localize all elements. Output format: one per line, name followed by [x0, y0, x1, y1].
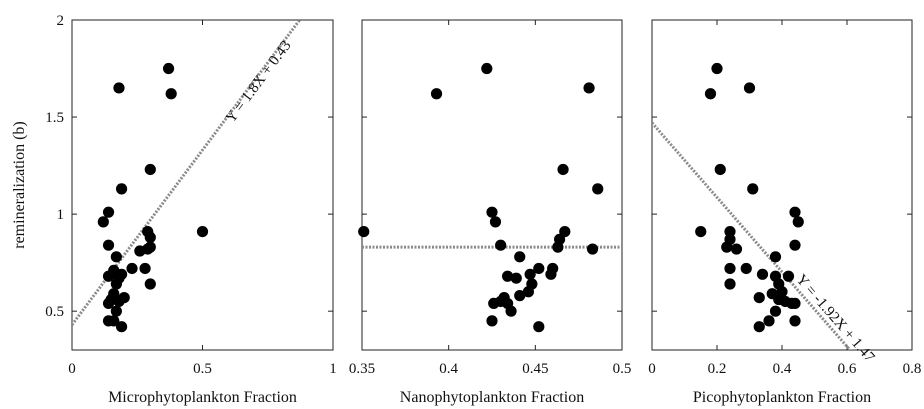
data-point: [695, 225, 707, 238]
x-tick-label: 0.5: [193, 361, 212, 377]
x-axis-label: Microphytoplankton Fraction: [108, 389, 297, 406]
data-point: [545, 268, 557, 280]
data-point: [753, 291, 765, 304]
y-tick-label: 1: [57, 207, 65, 223]
data-point: [505, 305, 517, 317]
data-point: [102, 206, 115, 218]
x-tick-label: 0.6: [838, 361, 857, 377]
data-point: [486, 206, 498, 218]
data-point: [533, 321, 545, 333]
data-point: [144, 231, 156, 244]
data-point: [430, 88, 443, 100]
data-point: [196, 225, 209, 238]
data-point: [522, 286, 535, 298]
x-tick-label: 0.35: [349, 361, 375, 377]
data-point: [102, 297, 115, 310]
y-tick-label: 0.5: [45, 304, 64, 320]
x-tick-label: 0.2: [708, 361, 727, 377]
data-point: [489, 216, 502, 228]
data-point: [704, 88, 717, 100]
data-point: [753, 321, 765, 333]
data-point: [144, 163, 156, 176]
plot-frame: [361, 19, 623, 351]
data-point: [126, 262, 138, 275]
data-point: [769, 305, 782, 317]
data-point: [110, 251, 122, 263]
y-tick-label: 2: [57, 13, 65, 29]
scatter-panel-1: 0 0.5 1 0.5 1 1.5 2 Microphytoplankton Fraction…: [11, 13, 337, 406]
fit-line: [652, 121, 853, 350]
data-point: [789, 206, 801, 218]
data-point: [97, 216, 109, 228]
data-point: [486, 315, 498, 327]
data-point: [102, 315, 115, 327]
data-point: [533, 262, 545, 275]
data-point: [789, 297, 801, 310]
data-point: [144, 278, 156, 290]
x-tick-label: 0.8: [903, 361, 922, 377]
data-point: [724, 225, 736, 238]
data-point: [514, 290, 526, 302]
data-point: [747, 183, 759, 195]
x-tick-label: 0.45: [522, 361, 548, 377]
data-point: [782, 270, 795, 282]
data-point: [714, 163, 726, 176]
data-point: [724, 262, 736, 275]
data-point: [495, 239, 507, 251]
data-point: [115, 321, 128, 333]
data-point: [358, 225, 370, 238]
data-point: [502, 270, 514, 282]
data-point: [134, 245, 146, 257]
data-point: [162, 62, 175, 75]
fit-equation-label: Y = 1.8X + 0.43: [223, 38, 294, 126]
data-point: [113, 295, 125, 308]
x-tick-label: 0.5: [613, 361, 632, 377]
data-point: [583, 82, 595, 94]
data-point: [552, 241, 564, 253]
data-point: [115, 183, 128, 195]
data-point: [763, 315, 775, 327]
data-point: [524, 268, 536, 280]
data-point: [510, 272, 522, 284]
x-tick-label: 0: [648, 361, 656, 377]
y-tick-label: 1.5: [45, 110, 64, 126]
data-point: [592, 183, 604, 195]
data-point: [113, 82, 125, 94]
data-point: [139, 262, 151, 275]
data-point: [756, 268, 769, 280]
data-point: [102, 270, 115, 282]
data-point: [789, 315, 801, 327]
x-tick-label: 0.4: [773, 361, 792, 377]
x-axis-label: Nanophytoplankton Fraction: [400, 389, 584, 406]
data-point: [165, 88, 177, 100]
data-point: [724, 278, 736, 290]
x-tick-label: 0: [68, 361, 76, 377]
data-point: [586, 243, 599, 255]
data-point: [557, 163, 569, 176]
data-point: [495, 295, 507, 308]
data-point: [740, 262, 752, 275]
data-point: [110, 305, 122, 317]
data-point: [769, 251, 782, 263]
data-point: [721, 241, 733, 253]
x-axis-label: Picophytoplankton Fraction: [693, 389, 871, 406]
x-tick-label: 1: [329, 361, 337, 377]
data-point: [789, 239, 801, 251]
data-point: [110, 278, 122, 290]
fit-equation-label: Y = -1.92X + 1.47: [793, 272, 878, 366]
data-point: [102, 239, 115, 251]
scatter-panel-3: 0 0.2 0.4 0.6 0.8 Picophytoplankton Fraction Y…: [648, 19, 922, 406]
scatter-panel-2: 0.35 0.4 0.45 0.5 Nanophytoplankton Fraction: [349, 19, 632, 406]
data-point: [514, 251, 526, 263]
data-point: [481, 62, 493, 75]
x-tick-label: 0.4: [439, 361, 458, 377]
data-point: [792, 216, 804, 228]
fit-line: [72, 20, 302, 326]
data-point: [711, 62, 723, 75]
data-point: [743, 82, 756, 94]
y-axis-label: remineralization (b): [11, 121, 28, 249]
data-point: [730, 243, 743, 255]
